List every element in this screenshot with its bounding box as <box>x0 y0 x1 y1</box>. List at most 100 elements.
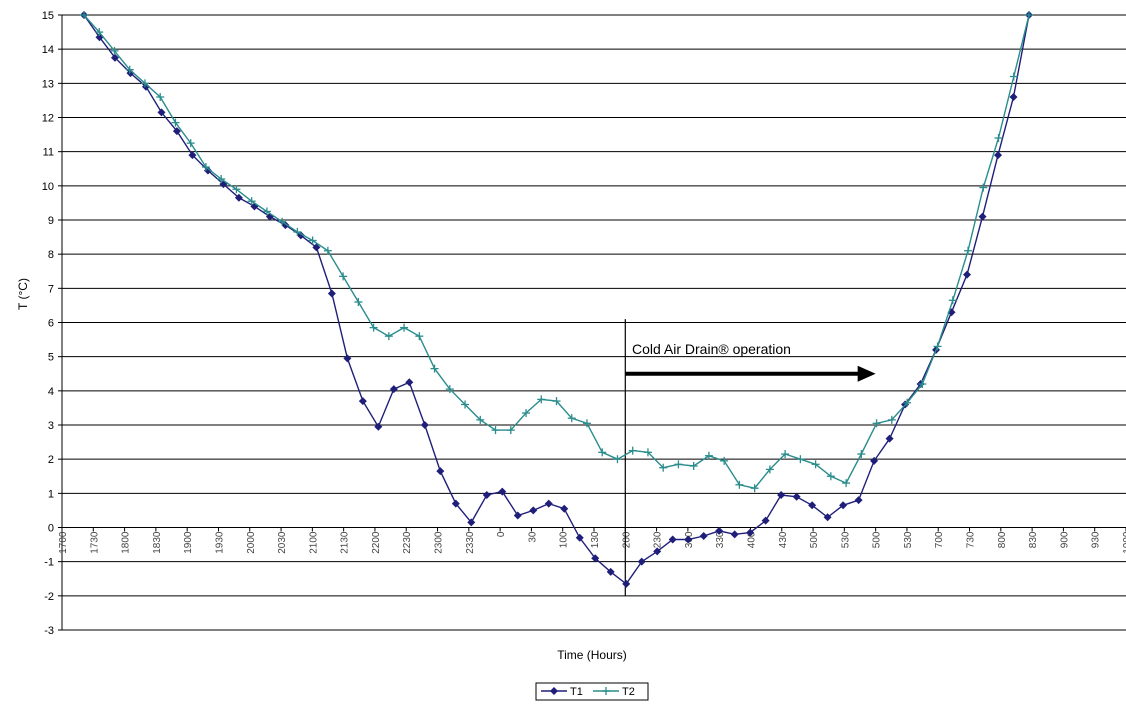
data-point <box>854 496 863 505</box>
data-point <box>186 139 195 148</box>
y-tick-label: -2 <box>44 591 54 603</box>
data-point <box>188 151 197 160</box>
x-tick-label: 0 <box>496 531 507 537</box>
x-tick-label: 830 <box>1028 531 1039 548</box>
data-point <box>715 526 724 535</box>
data-point <box>575 533 584 542</box>
y-tick-label: 12 <box>42 113 54 125</box>
x-tick-label: 2330 <box>465 531 476 554</box>
data-point <box>598 448 607 457</box>
data-point <box>461 400 470 409</box>
data-point <box>80 11 88 19</box>
y-axis-title: T (°C) <box>16 278 30 310</box>
y-tick-label: 1 <box>48 488 54 500</box>
data-point <box>201 163 210 172</box>
data-point <box>964 246 973 255</box>
legend-item: T2 <box>593 686 635 698</box>
y-tick-label: 8 <box>48 249 54 261</box>
x-tick-label: 430 <box>778 531 789 548</box>
data-point <box>491 426 500 435</box>
annotation-arrow-head <box>857 365 876 382</box>
data-point <box>172 127 181 136</box>
x-tick-labels: 1700 1730 1800 1830 1900 1930 2000 2030 2100 2130… <box>58 531 1126 554</box>
data-point <box>842 479 851 488</box>
data-point <box>140 79 149 88</box>
data-point <box>234 193 243 202</box>
legend-items: T1 T2 <box>541 686 635 698</box>
data-point <box>582 419 591 428</box>
data-point <box>839 501 848 510</box>
data-point <box>560 504 569 513</box>
data-point <box>1025 11 1033 19</box>
data-point <box>591 554 600 563</box>
data-point <box>903 398 912 407</box>
data-point <box>262 207 271 216</box>
data-point <box>808 501 817 510</box>
y-tick-label: 2 <box>48 454 54 466</box>
x-tick-label: 230 <box>653 531 664 548</box>
annotation-label: Cold Air Drain® operation <box>632 341 791 357</box>
x-tick-label: 200 <box>621 531 632 548</box>
x-tick-label: 900 <box>1059 531 1070 548</box>
data-point <box>157 108 166 117</box>
data-point <box>674 460 683 469</box>
data-point <box>602 687 610 695</box>
x-tick-label: 2000 <box>246 531 257 554</box>
data-point <box>358 397 367 406</box>
data-point <box>389 385 398 394</box>
x-tick-label: 2030 <box>277 531 288 554</box>
data-point <box>872 419 881 428</box>
data-point <box>125 65 134 74</box>
data-point <box>796 455 805 464</box>
data-point <box>606 567 615 576</box>
y-tick-label: 9 <box>48 215 54 227</box>
data-point <box>522 409 531 418</box>
legend: T1 T2 <box>535 682 649 701</box>
data-point <box>948 296 957 305</box>
data-point <box>994 134 1003 142</box>
data-point <box>750 484 759 493</box>
data-point <box>668 535 677 544</box>
data-point <box>704 451 713 460</box>
data-point <box>141 82 150 91</box>
x-tick-label: 2130 <box>340 531 351 554</box>
data-point <box>659 463 668 472</box>
x-tick-label: 930 <box>1091 531 1102 548</box>
x-tick-label: 1000 <box>1122 531 1126 554</box>
data-point <box>451 499 460 508</box>
data-point <box>622 579 631 588</box>
data-point <box>544 499 553 508</box>
data-point <box>887 415 896 424</box>
legend-label: T2 <box>622 686 635 698</box>
data-point <box>857 450 866 459</box>
y-tick-label: 14 <box>42 44 54 56</box>
data-point <box>963 270 972 279</box>
series-t1 <box>80 11 1033 588</box>
x-tick-label: 500 <box>872 531 883 548</box>
data-point <box>730 530 739 539</box>
data-point <box>735 480 744 489</box>
data-point <box>792 492 801 501</box>
x-tick-label: 530 <box>840 531 851 548</box>
x-tick-label: 1900 <box>183 531 194 554</box>
data-point <box>777 491 786 500</box>
x-tick-label: 500 <box>809 531 820 548</box>
y-tick-label: 4 <box>48 386 54 398</box>
x-tick-label: 30 <box>527 531 538 543</box>
annotation-layer: Cold Air Drain® operation <box>624 319 876 596</box>
data-point <box>979 183 988 192</box>
data-point <box>369 323 378 332</box>
data-point <box>513 511 522 520</box>
data-point <box>550 687 558 695</box>
y-tick-label: 6 <box>48 318 54 330</box>
data-point <box>720 456 729 465</box>
y-tick-label: 15 <box>42 10 54 22</box>
data-point <box>420 421 429 429</box>
y-tick-label: 11 <box>43 147 54 159</box>
data-point <box>430 364 439 373</box>
data-point <box>1009 72 1018 81</box>
data-point <box>400 323 409 332</box>
series-line <box>83 14 1030 489</box>
data-point <box>156 93 165 101</box>
